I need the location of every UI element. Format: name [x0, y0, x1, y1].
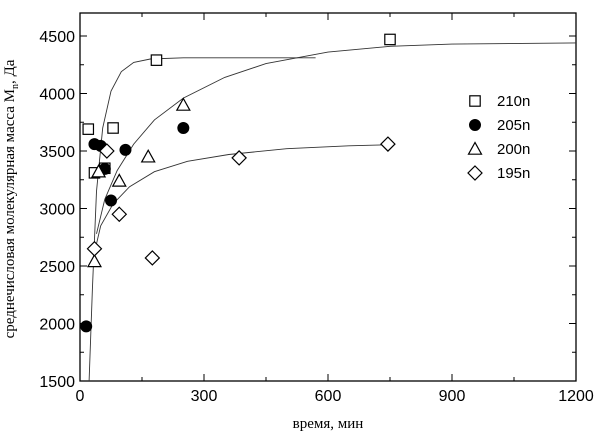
data-point-195n — [111, 206, 128, 223]
legend-label-200n: 200n — [497, 141, 530, 158]
data-point-210n — [150, 54, 163, 66]
y-tick-label: 3500 — [39, 144, 75, 161]
fit-curve-210n — [88, 57, 316, 381]
data-point-205n — [105, 194, 117, 207]
data-point-205n — [119, 143, 132, 156]
legend-marker-195n — [467, 165, 483, 181]
x-tick-label: 300 — [191, 388, 218, 405]
data-point-210n — [82, 123, 95, 135]
legend-label-205n: 205n — [497, 117, 530, 134]
y-tick-label: 1500 — [39, 374, 75, 391]
data-point-200n — [111, 173, 127, 187]
y-tick-label: 3000 — [39, 202, 75, 219]
plot-area: 0 300 600 900 1200 1500 2000 2500 3000 3500 4000 45… — [39, 12, 594, 405]
legend-marker-205n — [469, 119, 481, 131]
x-tick-label: 600 — [315, 388, 342, 405]
x-tick-label: 0 — [76, 388, 85, 405]
data-point-210n — [384, 33, 396, 46]
legend-label-210n: 210n — [497, 93, 530, 110]
legend: 210n 205n 200n 195n — [467, 93, 530, 182]
data-point-195n — [144, 250, 161, 266]
data-point-205n — [177, 122, 190, 134]
data-point-205n — [80, 320, 93, 333]
data-point-195n — [231, 150, 247, 166]
data-point-200n — [175, 97, 191, 111]
data-point-195n — [99, 143, 115, 159]
data-point-195n — [380, 136, 396, 152]
x-tick-label: 1200 — [558, 388, 594, 405]
legend-marker-210n — [469, 95, 481, 107]
legend-label-195n: 195n — [497, 165, 530, 182]
legend-marker-200n — [467, 141, 483, 155]
x-tick-label: 900 — [439, 388, 466, 405]
y-axis-title-unit: , Да — [2, 59, 18, 84]
data-point-200n — [86, 253, 102, 268]
y-tick-label: 4000 — [39, 87, 75, 104]
fit-curve-200n — [96, 42, 576, 234]
data-point-210n — [107, 122, 119, 134]
y-axis-title-main: среднечисловая молекулярная масса M — [2, 89, 18, 338]
plot-frame — [79, 12, 577, 382]
y-tick-label: 2000 — [39, 317, 75, 334]
fit-curve-195n — [91, 144, 391, 262]
y-axis-title-subscript: n — [10, 84, 21, 89]
data-point-195n — [86, 240, 103, 257]
y-axis-title: среднечисловая молекулярная масса Mn, Да — [2, 59, 21, 338]
y-tick-label: 2500 — [39, 259, 75, 276]
data-point-200n — [140, 149, 156, 163]
x-axis-title: время, мин — [293, 416, 364, 432]
data-point-200n — [91, 163, 107, 178]
y-tick-label: 4500 — [39, 29, 75, 46]
